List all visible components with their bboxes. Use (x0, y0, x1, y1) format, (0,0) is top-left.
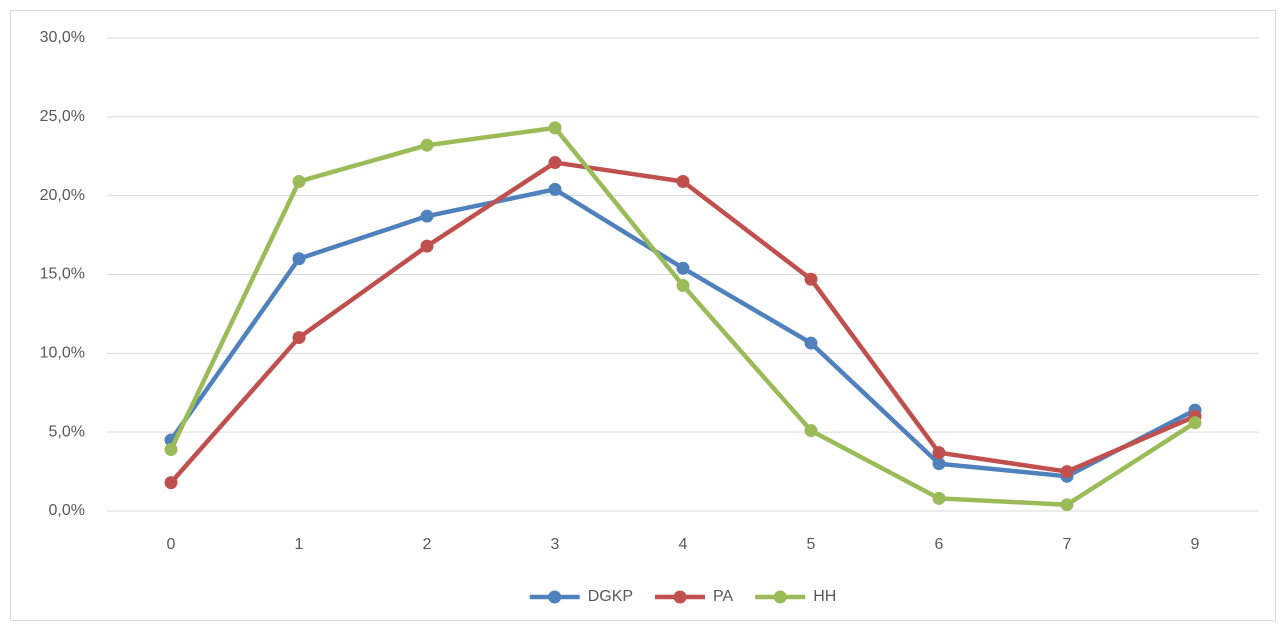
x-tick-label: 2 (423, 536, 432, 553)
legend-marker (548, 590, 562, 604)
legend-label: DGKP (588, 588, 633, 605)
data-point (548, 121, 562, 135)
data-point (420, 209, 434, 223)
x-tick-label: 1 (295, 536, 304, 553)
data-point (164, 476, 178, 490)
y-tick-label: 20,0% (40, 187, 85, 204)
y-tick-label: 15,0% (40, 266, 85, 283)
legend-label: HH (813, 588, 836, 605)
legend-marker (773, 590, 787, 604)
data-point (676, 261, 690, 275)
y-tick-label: 5,0% (49, 423, 85, 440)
data-point (420, 138, 434, 152)
data-point (292, 252, 306, 266)
legend-label: PA (713, 588, 733, 605)
x-tick-label: 0 (167, 536, 176, 553)
x-tick-label: 5 (807, 536, 816, 553)
chart-border (10, 10, 1276, 621)
data-point (1060, 465, 1074, 479)
y-tick-label: 30,0% (40, 29, 85, 46)
data-point (804, 336, 818, 350)
data-point (804, 272, 818, 286)
data-point (804, 424, 818, 438)
data-point (164, 443, 178, 457)
x-tick-label: 6 (935, 536, 944, 553)
data-point (292, 331, 306, 345)
data-point (548, 182, 562, 196)
data-point (292, 174, 306, 188)
y-tick-label: 25,0% (40, 108, 85, 125)
data-point (676, 174, 690, 188)
y-tick-label: 10,0% (40, 345, 85, 362)
data-point (1188, 416, 1202, 430)
x-tick-label: 3 (551, 536, 560, 553)
legend-marker (673, 590, 687, 604)
data-point (1060, 498, 1074, 512)
x-tick-label: 7 (1063, 536, 1072, 553)
data-point (548, 156, 562, 170)
data-point (420, 239, 434, 253)
data-point (676, 279, 690, 293)
data-point (932, 491, 946, 505)
data-point (932, 446, 946, 460)
x-tick-label: 9 (1191, 536, 1200, 553)
x-tick-label: 4 (679, 536, 688, 553)
data-point (932, 457, 946, 471)
y-tick-label: 0,0% (49, 502, 85, 519)
